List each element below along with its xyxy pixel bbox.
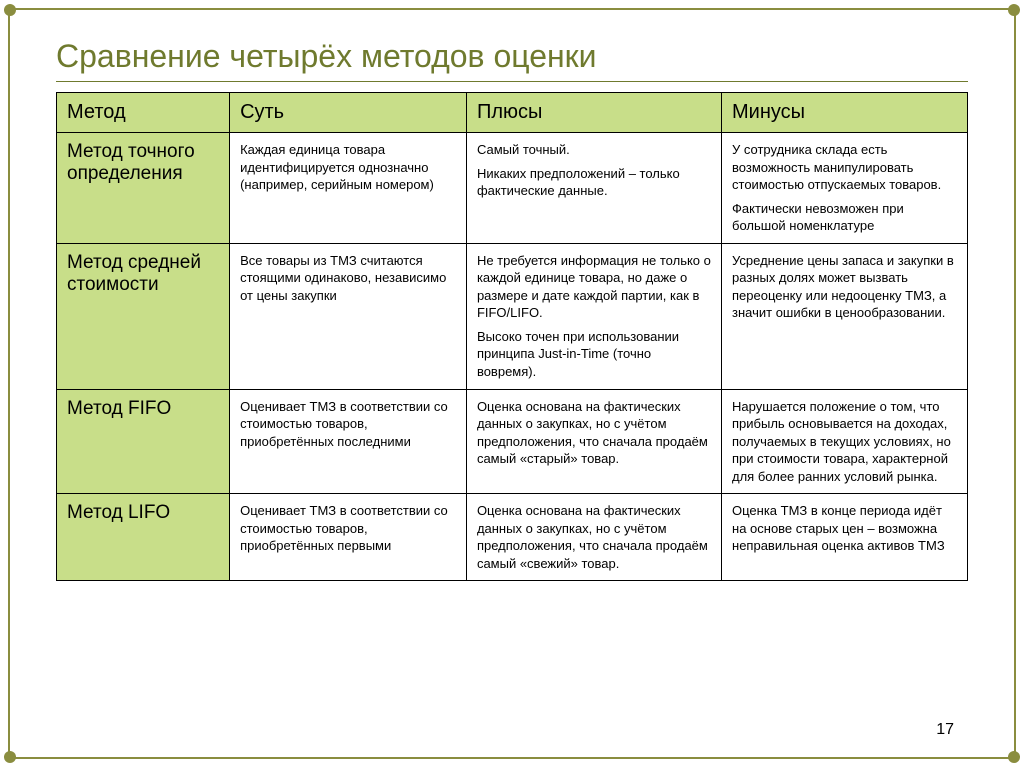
corner-decoration <box>1008 751 1020 763</box>
corner-decoration <box>4 751 16 763</box>
cons-text: У сотрудника склада есть возможность ман… <box>732 141 957 194</box>
method-name-cell: Метод LIFO <box>57 494 230 581</box>
table-body: Метод точного определенияКаждая единица … <box>57 133 968 581</box>
method-name-cell: Метод FIFO <box>57 389 230 494</box>
cons-text: Усреднение цены запаса и закупки в разны… <box>732 252 957 322</box>
essence-cell: Оценивает ТМЗ в соответствии со стоимост… <box>230 389 467 494</box>
corner-decoration <box>4 4 16 16</box>
pros-text: Высоко точен при использовании принципа … <box>477 328 711 381</box>
slide-frame: Сравнение четырёх методов оценки Метод С… <box>8 8 1016 759</box>
slide-title: Сравнение четырёх методов оценки <box>56 38 968 82</box>
pros-cell: Самый точный. Никаких предположений – тол… <box>466 133 721 244</box>
essence-cell: Все товары из ТМЗ считаются стоящими оди… <box>230 243 467 389</box>
essence-text: Оценивает ТМЗ в соответствии со стоимост… <box>240 398 456 451</box>
page-number: 17 <box>936 721 954 739</box>
table-row: Метод средней стоимостиВсе товары из ТМЗ… <box>57 243 968 389</box>
essence-text: Каждая единица товара идентифицируется о… <box>240 141 456 194</box>
table-row: Метод FIFOОценивает ТМЗ в соответствии с… <box>57 389 968 494</box>
table-row: Метод точного определенияКаждая единица … <box>57 133 968 244</box>
comparison-table: Метод Суть Плюсы Минусы Метод точного оп… <box>56 92 968 581</box>
cons-text: Нарушается положение о том, что прибыль … <box>732 398 957 486</box>
pros-cell: Не требуется информация не только о кажд… <box>466 243 721 389</box>
method-name-cell: Метод точного определения <box>57 133 230 244</box>
essence-text: Оценивает ТМЗ в соответствии со стоимост… <box>240 502 456 555</box>
col-header-method: Метод <box>57 93 230 133</box>
pros-cell: Оценка основана на фактических данных о … <box>466 389 721 494</box>
essence-text: Все товары из ТМЗ считаются стоящими оди… <box>240 252 456 305</box>
pros-cell: Оценка основана на фактических данных о … <box>466 494 721 581</box>
cons-text: Оценка ТМЗ в конце периода идёт на основ… <box>732 502 957 555</box>
col-header-pros: Плюсы <box>466 93 721 133</box>
cons-cell: У сотрудника склада есть возможность ман… <box>722 133 968 244</box>
pros-text: Никаких предположений – только фактическ… <box>477 165 711 200</box>
pros-text: Не требуется информация не только о кажд… <box>477 252 711 322</box>
cons-cell: Усреднение цены запаса и закупки в разны… <box>722 243 968 389</box>
pros-text: Самый точный. <box>477 141 711 159</box>
corner-decoration <box>1008 4 1020 16</box>
pros-text: Оценка основана на фактических данных о … <box>477 398 711 468</box>
essence-cell: Оценивает ТМЗ в соответствии со стоимост… <box>230 494 467 581</box>
table-row: Метод LIFOОценивает ТМЗ в соответствии с… <box>57 494 968 581</box>
essence-cell: Каждая единица товара идентифицируется о… <box>230 133 467 244</box>
cons-text: Фактически невозможен при большой номенк… <box>732 200 957 235</box>
table-header-row: Метод Суть Плюсы Минусы <box>57 93 968 133</box>
col-header-essence: Суть <box>230 93 467 133</box>
pros-text: Оценка основана на фактических данных о … <box>477 502 711 572</box>
method-name-cell: Метод средней стоимости <box>57 243 230 389</box>
cons-cell: Нарушается положение о том, что прибыль … <box>722 389 968 494</box>
cons-cell: Оценка ТМЗ в конце периода идёт на основ… <box>722 494 968 581</box>
col-header-cons: Минусы <box>722 93 968 133</box>
